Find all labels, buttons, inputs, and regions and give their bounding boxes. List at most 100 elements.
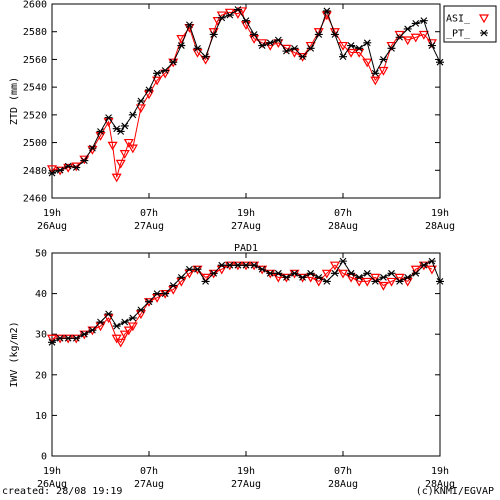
series-0-point bbox=[176, 277, 187, 287]
series-1-point bbox=[225, 261, 234, 269]
series-0-point bbox=[378, 66, 389, 76]
series-1-point bbox=[72, 164, 81, 171]
series-line-1 bbox=[51, 8, 441, 174]
series-0-point bbox=[289, 48, 300, 58]
x-tick-label-hour: 07h bbox=[334, 466, 352, 477]
series-0-point bbox=[370, 273, 381, 283]
iwv-panel: PAD1 0 10 20 30 40 50 19h 26Aug 07h 27Aug 19h 27Aug 0… bbox=[9, 243, 455, 490]
series-0-point bbox=[123, 138, 134, 148]
series-1-point bbox=[355, 44, 364, 52]
series-1-point bbox=[217, 261, 226, 269]
series-0-point bbox=[152, 294, 163, 303]
y-tick-label: 2500 bbox=[23, 138, 47, 149]
series-1-point bbox=[363, 39, 372, 47]
series-1-point bbox=[339, 257, 347, 265]
series-1-point bbox=[145, 298, 153, 306]
x-tick-label-hour: 19h bbox=[237, 466, 255, 477]
created-timestamp: created: 28/08 19:19 bbox=[2, 486, 123, 497]
series-0-point bbox=[135, 104, 146, 114]
x-tick-label-hour: 19h bbox=[431, 466, 449, 477]
series-1-point bbox=[347, 42, 356, 49]
series-1-point bbox=[274, 36, 283, 44]
x-tick-label-date: 27Aug bbox=[134, 221, 164, 232]
series-0-point bbox=[184, 269, 195, 279]
series-0-point bbox=[79, 155, 90, 165]
series-0-point bbox=[346, 48, 357, 58]
series-1-point bbox=[427, 42, 436, 49]
series-1-point bbox=[201, 278, 210, 285]
series-1-point bbox=[153, 290, 162, 297]
series-0-point bbox=[119, 330, 130, 340]
series-0-point bbox=[143, 90, 155, 100]
series-1-point bbox=[427, 257, 436, 265]
series-1-point bbox=[128, 314, 137, 322]
series-0-point bbox=[123, 326, 134, 336]
series-1-point bbox=[395, 33, 404, 41]
series-0-point bbox=[410, 33, 421, 43]
x-tick-label-date: 26Aug bbox=[37, 479, 67, 490]
series-1-point bbox=[242, 17, 250, 25]
series-1-point bbox=[322, 278, 331, 285]
series-1-point bbox=[330, 31, 339, 38]
series-1-point bbox=[371, 69, 380, 77]
series-1-point bbox=[161, 290, 170, 297]
y-axis-label: ZTD (mm) bbox=[9, 77, 20, 125]
x-tick-label-date: 28Aug bbox=[425, 221, 455, 232]
series-1-point bbox=[282, 273, 291, 281]
y-tick-label: 2540 bbox=[23, 83, 47, 94]
series-1-point bbox=[136, 97, 145, 105]
series-1-point bbox=[48, 338, 56, 346]
series-line-0 bbox=[51, 10, 433, 178]
y-axis-label: IWV (kg/m2) bbox=[9, 321, 20, 387]
series-0-point bbox=[305, 273, 316, 283]
series-0-point bbox=[152, 76, 163, 86]
series-1-point bbox=[298, 273, 307, 281]
series-1-point bbox=[225, 11, 234, 19]
copyright-credit: (c)KNMI/EGVAP bbox=[415, 486, 494, 497]
series-0-point bbox=[46, 165, 58, 175]
series-1-point bbox=[56, 166, 65, 174]
ztd-panel: 2460 2480 2500 2520 2540 2560 2580 2600 19h 26Aug… bbox=[9, 0, 497, 232]
x-tick-label-date: 27Aug bbox=[231, 221, 261, 232]
series-1-point bbox=[282, 47, 291, 55]
series-line-1 bbox=[51, 260, 441, 343]
series-1-point bbox=[104, 114, 113, 122]
y-tick-label: 20 bbox=[35, 370, 47, 381]
series-1-point bbox=[314, 31, 323, 38]
series-1-point bbox=[274, 269, 283, 277]
x-tick-label-hour: 07h bbox=[140, 208, 158, 219]
y-tick-label: 30 bbox=[35, 330, 47, 341]
legend: ASI_ _PT_ bbox=[443, 5, 497, 43]
series-1-point bbox=[290, 269, 299, 277]
series-1-point bbox=[419, 261, 428, 269]
series-0-point bbox=[370, 76, 381, 86]
series-0-point bbox=[240, 21, 252, 30]
series-1-point bbox=[395, 278, 404, 285]
series-1-point bbox=[322, 7, 331, 15]
series-0-point bbox=[402, 36, 413, 46]
series-1-point bbox=[193, 44, 202, 52]
legend-label: ASI_ bbox=[446, 14, 471, 25]
series-0-point bbox=[362, 58, 373, 68]
y-tick-label: 2560 bbox=[23, 55, 47, 66]
y-tick-label: 10 bbox=[35, 411, 47, 422]
series-1-point bbox=[80, 157, 89, 164]
y-tick-label: 2580 bbox=[23, 27, 47, 38]
series-0-point bbox=[107, 141, 118, 151]
series-1-point bbox=[403, 25, 412, 33]
series-1-point bbox=[169, 282, 178, 289]
series-0-point bbox=[127, 144, 138, 154]
series-1-point bbox=[339, 53, 347, 61]
series-1-point bbox=[306, 269, 315, 277]
series-1-point bbox=[217, 14, 226, 22]
series-0-point bbox=[410, 265, 421, 275]
series-0-point bbox=[378, 281, 389, 291]
series-1-point bbox=[136, 306, 145, 314]
x-tick-label-date: 28Aug bbox=[328, 221, 358, 232]
plot-frame bbox=[51, 3, 441, 199]
series-1-point bbox=[112, 322, 121, 330]
x-tick-label-date: 27Aug bbox=[134, 479, 164, 490]
series-1-point bbox=[64, 162, 73, 170]
series-1-point bbox=[72, 334, 81, 342]
series-0-point bbox=[402, 277, 413, 287]
